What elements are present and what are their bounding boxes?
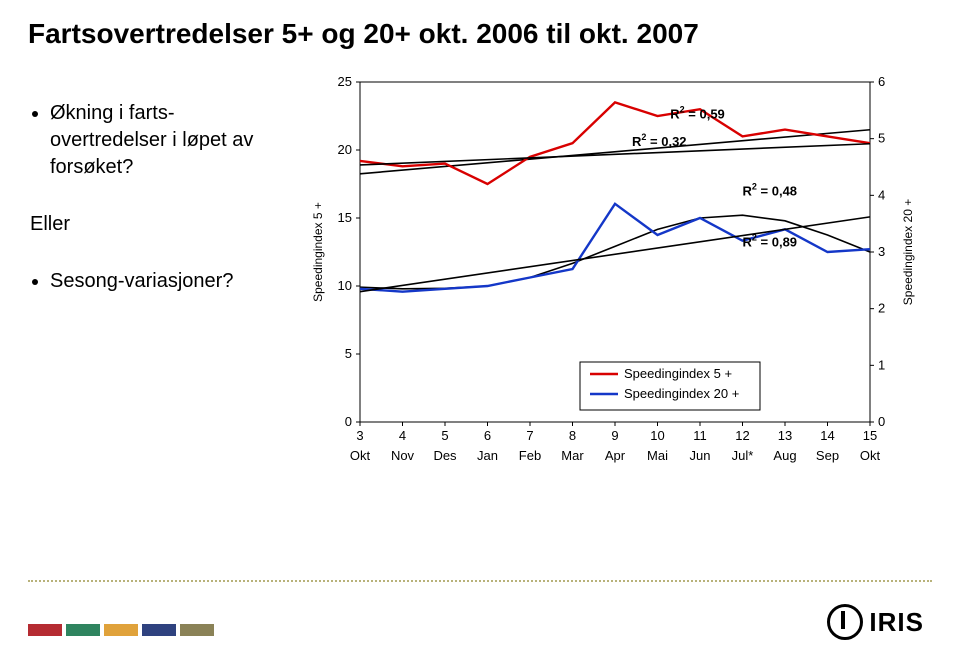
- xtick-month: Aug: [773, 448, 796, 463]
- logo: IRIS: [827, 604, 924, 640]
- ytick-left: 20: [338, 142, 352, 157]
- xtick-num: 9: [611, 428, 618, 443]
- ytick-left: 15: [338, 210, 352, 225]
- xtick-month: Jun: [690, 448, 711, 463]
- ytick-left: 25: [338, 74, 352, 89]
- left-axis-title: Speedingindex 5 +: [311, 202, 325, 302]
- ytick-right: 0: [878, 414, 885, 429]
- xtick-month: Nov: [391, 448, 415, 463]
- r2-label: R2 = 0,32: [632, 132, 687, 149]
- r2-label: R2 = 0,48: [743, 181, 798, 198]
- xtick-month: Jul*: [732, 448, 754, 463]
- legend-label: Speedingindex 5 +: [624, 366, 732, 381]
- xtick-num: 6: [484, 428, 491, 443]
- footer-divider: [28, 580, 932, 582]
- swatch: [28, 624, 62, 636]
- xtick-num: 13: [778, 428, 792, 443]
- xtick-month: Mai: [647, 448, 668, 463]
- legend-label: Speedingindex 20 +: [624, 386, 739, 401]
- ytick-right: 5: [878, 131, 885, 146]
- xtick-month: Feb: [519, 448, 541, 463]
- chart-container: 051015202501234563Okt4Nov5Des6Jan7Feb8Ma…: [300, 72, 930, 522]
- ytick-left: 5: [345, 346, 352, 361]
- xtick-num: 12: [735, 428, 749, 443]
- ytick-right: 4: [878, 187, 885, 202]
- chart-svg: 051015202501234563Okt4Nov5Des6Jan7Feb8Ma…: [300, 72, 930, 522]
- ytick-right: 6: [878, 74, 885, 89]
- logo-text: IRIS: [869, 607, 924, 638]
- footer-swatches: [28, 624, 214, 636]
- ytick-left: 0: [345, 414, 352, 429]
- footer: IRIS: [0, 580, 960, 650]
- slide-title: Fartsovertredelser 5+ og 20+ okt. 2006 t…: [28, 18, 699, 50]
- ytick-right: 1: [878, 357, 885, 372]
- xtick-num: 10: [650, 428, 664, 443]
- xtick-num: 4: [399, 428, 406, 443]
- xtick-month: Sep: [816, 448, 839, 463]
- swatch: [142, 624, 176, 636]
- xtick-month: Apr: [605, 448, 626, 463]
- xtick-num: 7: [526, 428, 533, 443]
- swatch: [180, 624, 214, 636]
- xtick-month: Okt: [860, 448, 881, 463]
- bullet-block: Økning i farts-overtredelser i løpet av …: [28, 100, 278, 325]
- xtick-month: Des: [433, 448, 457, 463]
- bullet-2: Sesong-variasjoner?: [50, 268, 278, 295]
- ytick-right: 3: [878, 244, 885, 259]
- swatch: [66, 624, 100, 636]
- xtick-num: 15: [863, 428, 877, 443]
- xtick-month: Okt: [350, 448, 371, 463]
- xtick-num: 3: [356, 428, 363, 443]
- xtick-month: Mar: [561, 448, 584, 463]
- logo-icon: [827, 604, 863, 640]
- xtick-num: 5: [441, 428, 448, 443]
- xtick-num: 11: [693, 428, 707, 443]
- xtick-num: 14: [820, 428, 834, 443]
- ytick-left: 10: [338, 278, 352, 293]
- swatch: [104, 624, 138, 636]
- text-eller: Eller: [30, 211, 278, 238]
- r2-label: R2 = 0,59: [670, 105, 725, 122]
- xtick-month: Jan: [477, 448, 498, 463]
- bullet-1: Økning i farts-overtredelser i løpet av …: [50, 100, 278, 181]
- right-axis-title: Speedingindex 20 +: [901, 199, 915, 305]
- ytick-right: 2: [878, 301, 885, 316]
- xtick-num: 8: [569, 428, 576, 443]
